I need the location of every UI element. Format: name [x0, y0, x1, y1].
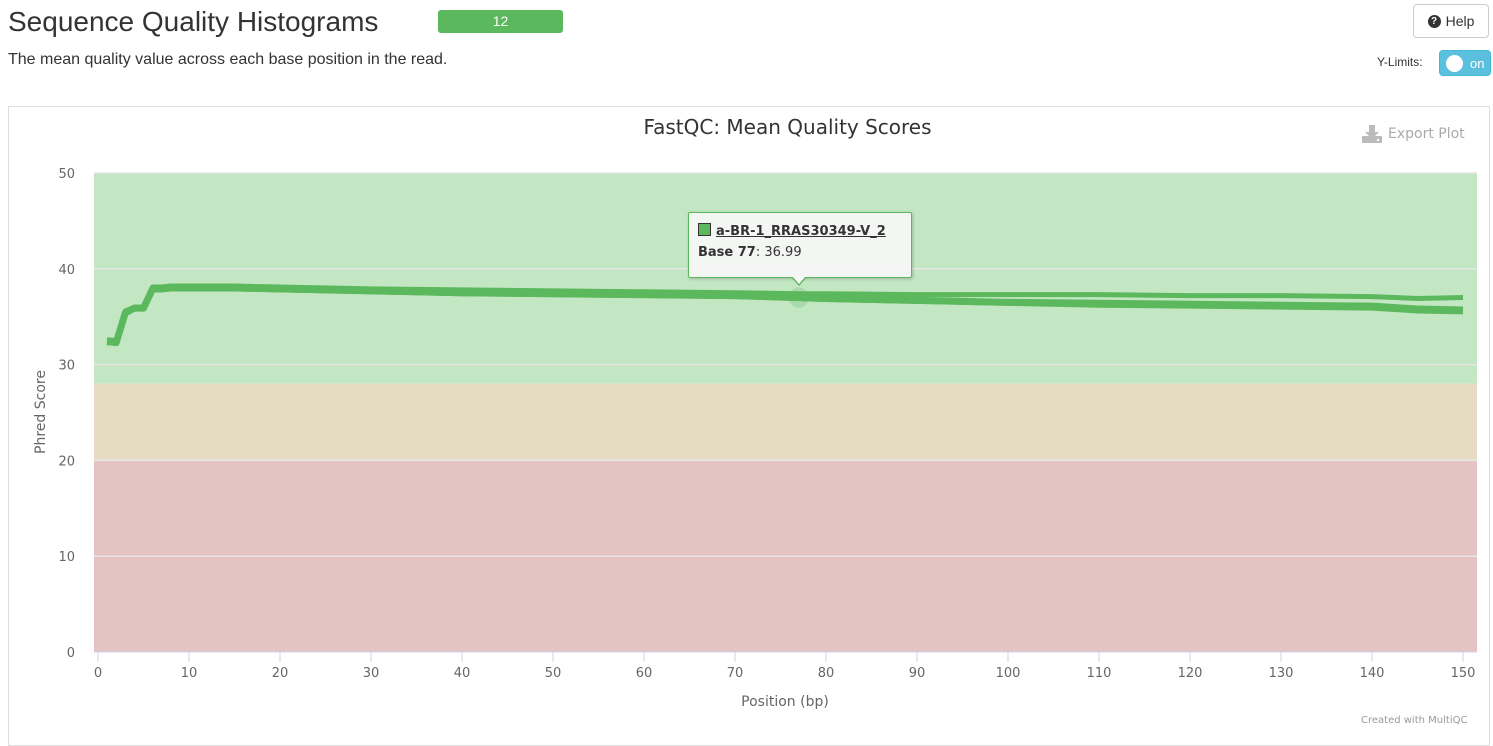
- x-tick-label: 150: [1451, 666, 1476, 681]
- export-plot-label: Export Plot: [1388, 126, 1465, 142]
- x-tick-label: 40: [454, 666, 471, 681]
- x-tick-label: 140: [1360, 666, 1385, 681]
- section-description: The mean quality value across each base …: [8, 51, 448, 68]
- download-icon: [1362, 125, 1382, 143]
- x-tick-label: 70: [727, 666, 744, 681]
- help-label: Help: [1445, 13, 1475, 29]
- help-button[interactable]: ? Help: [1413, 4, 1489, 38]
- tooltip-base-label: Base 77: [698, 245, 756, 260]
- y-tick-label: 20: [58, 454, 75, 469]
- x-axis-ticks: 0 10 20 30 40 50 60 70 80 90 100 110 120 130 140 150: [94, 652, 1476, 681]
- y-axis-label: Phred Score: [33, 370, 49, 454]
- x-tick-label: 50: [545, 666, 562, 681]
- band-warn: [94, 383, 1477, 461]
- x-tick-label: 110: [1087, 666, 1112, 681]
- grid-lines: [94, 172, 1477, 557]
- y-tick-label: 10: [58, 550, 75, 565]
- x-tick-label: 130: [1269, 666, 1294, 681]
- question-circle-icon: ?: [1427, 14, 1441, 28]
- x-tick-label: 30: [363, 666, 380, 681]
- multiqc-credit: Created with MultiQC: [1361, 715, 1468, 726]
- x-tick-label: 100: [996, 666, 1021, 681]
- y-tick-label: 40: [58, 263, 75, 278]
- sample-count-badge[interactable]: 12: [438, 10, 563, 33]
- data-series: [106, 283, 1464, 347]
- tooltip-sample-name[interactable]: a-BR-1_RRAS30349-V_2: [716, 224, 886, 239]
- x-tick-label: 60: [636, 666, 653, 681]
- chart-title: FastQC: Mean Quality Scores: [643, 115, 932, 139]
- ylimits-toggle[interactable]: on: [1439, 50, 1491, 76]
- x-tick-label: 120: [1178, 666, 1203, 681]
- series-line[interactable]: [106, 286, 1464, 347]
- y-tick-label: 30: [58, 359, 75, 374]
- toggle-knob: [1446, 54, 1463, 72]
- export-plot-button[interactable]: Export Plot: [1362, 125, 1465, 143]
- x-tick-label: 80: [818, 666, 835, 681]
- chart-tooltip: a-BR-1_RRAS30349-V_2 Base 77: 36.99: [688, 212, 912, 278]
- tooltip-pointer-inner: [792, 276, 806, 284]
- y-tick-label: 0: [67, 646, 75, 661]
- page-title: Sequence Quality Histograms: [8, 6, 379, 37]
- tooltip-value: : 36.99: [755, 245, 802, 260]
- x-axis-label: Position (bp): [741, 694, 829, 710]
- toggle-state: on: [1470, 55, 1485, 71]
- x-tick-label: 10: [181, 666, 198, 681]
- y-axis-ticks: 0 10 20 30 40 50: [58, 167, 75, 661]
- band-good: [94, 173, 1477, 384]
- series-color-swatch: [698, 223, 711, 236]
- x-tick-label: 0: [94, 666, 102, 681]
- y-tick-label: 50: [58, 167, 75, 182]
- hover-marker: [788, 287, 809, 308]
- ylimits-label: Y-Limits:: [1377, 55, 1423, 69]
- x-tick-label: 90: [909, 666, 926, 681]
- x-tick-label: 20: [272, 666, 289, 681]
